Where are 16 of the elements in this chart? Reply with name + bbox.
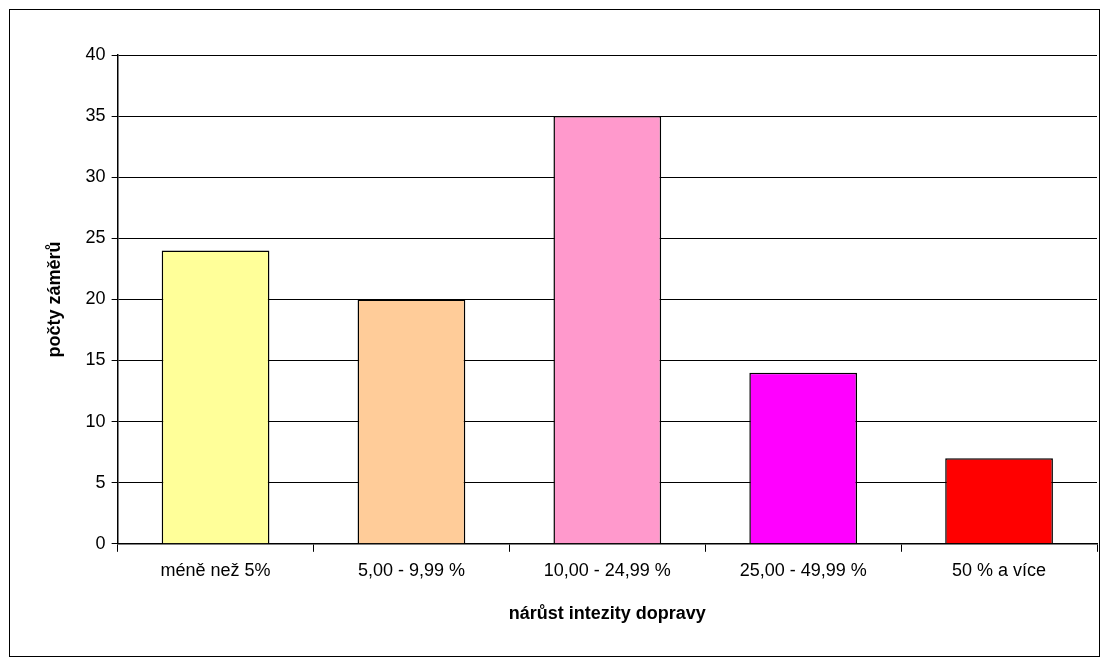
x-tick-label: 5,00 - 9,99 %: [357, 559, 465, 580]
x-tick-label: 10,00 - 24,99 %: [543, 559, 671, 580]
y-tick-label: 25: [85, 227, 106, 248]
x-tick-label: méně než 5%: [160, 559, 271, 580]
y-tick-label: 0: [95, 532, 106, 553]
y-axis-title: počty záměrů: [43, 241, 64, 358]
y-tick-label: 40: [85, 43, 106, 64]
y-tick-label: 15: [85, 349, 106, 370]
x-tick-label: 50 % a více: [952, 559, 1047, 580]
y-tick-label: 5: [95, 471, 106, 492]
y-tick-label: 10: [85, 410, 106, 431]
y-tick-label: 35: [85, 105, 106, 126]
y-tick-label: 30: [85, 166, 106, 187]
x-tick-label: 25,00 - 49,99 %: [739, 559, 867, 580]
y-tick-label: 20: [85, 288, 106, 309]
x-axis-title: nárůst intezity dopravy: [508, 603, 706, 624]
